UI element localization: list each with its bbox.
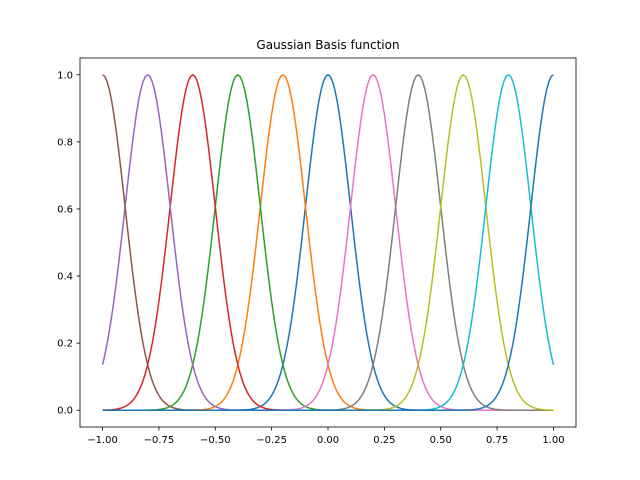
x-tick-label: 0.50 xyxy=(430,435,452,446)
y-tick-label: 0.8 xyxy=(57,137,73,148)
series-line-3 xyxy=(102,73,554,411)
series-line-10 xyxy=(102,74,554,411)
x-tick-label: −0.25 xyxy=(256,435,287,446)
x-tick-label: 0.25 xyxy=(373,435,395,446)
series-line-5 xyxy=(102,74,554,411)
x-tick-label: 0.75 xyxy=(486,435,508,446)
x-tick-label: −0.50 xyxy=(200,435,231,446)
plot-frame xyxy=(79,57,577,428)
series-line-1 xyxy=(102,73,554,411)
y-axis: 0.0 0.2 0.4 0.6 0.8 1.0 xyxy=(57,70,80,417)
y-tick-label: 0.2 xyxy=(57,339,73,350)
series-line-4 xyxy=(101,73,554,411)
series-line-7 xyxy=(102,73,554,411)
series-line-0 xyxy=(102,73,554,411)
y-tick-label: 1.0 xyxy=(57,70,73,81)
x-tick-label: 1.00 xyxy=(542,435,564,446)
series-line-9 xyxy=(102,73,555,411)
y-tick-label: 0.4 xyxy=(57,272,73,283)
y-tick-label: 0.6 xyxy=(57,204,73,215)
x-tick-label: 0.00 xyxy=(317,435,339,446)
chart-title: Gaussian Basis function xyxy=(256,38,399,52)
series-line-2 xyxy=(102,73,554,411)
x-tick-label: −1.00 xyxy=(87,435,118,446)
y-tick-label: 0.0 xyxy=(57,406,73,417)
x-axis: −1.00 −0.75 −0.50 −0.25 0.00 0.25 0.50 0.75 1.00 xyxy=(87,427,565,446)
series-line-6 xyxy=(102,73,554,411)
plot-lines xyxy=(101,73,555,411)
series-line-8 xyxy=(102,73,554,411)
x-tick-label: −0.75 xyxy=(144,435,175,446)
